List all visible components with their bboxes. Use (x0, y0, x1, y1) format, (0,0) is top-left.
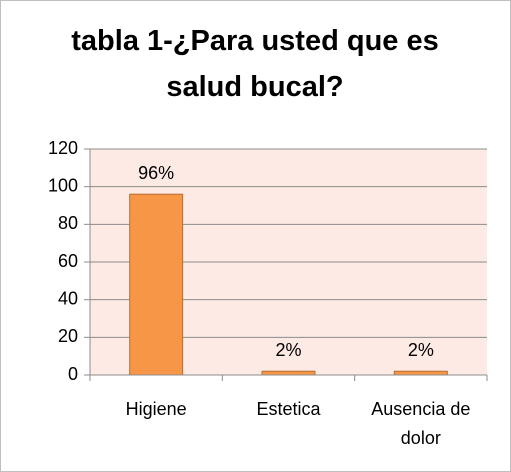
data-label: 96% (138, 163, 174, 183)
data-label: 2% (275, 340, 301, 360)
y-tick-label: 100 (48, 175, 78, 195)
y-tick-label: 120 (48, 138, 78, 158)
chart-title: tabla 1-¿Para usted que es salud bucal? (71, 25, 439, 103)
y-tick-label: 80 (58, 213, 78, 233)
y-tick-label: 40 (58, 288, 78, 308)
y-tick-label: 20 (58, 326, 78, 346)
data-label: 2% (408, 340, 434, 360)
x-tick-label: Ausencia de dolor (371, 399, 471, 448)
bar (393, 370, 448, 376)
y-tick-label: 0 (68, 364, 78, 384)
x-tick-label: Higiene (125, 399, 187, 419)
bar (129, 193, 184, 376)
x-tick-label: Estetica (256, 399, 321, 419)
bar (261, 370, 316, 376)
y-tick-label: 60 (58, 251, 78, 271)
